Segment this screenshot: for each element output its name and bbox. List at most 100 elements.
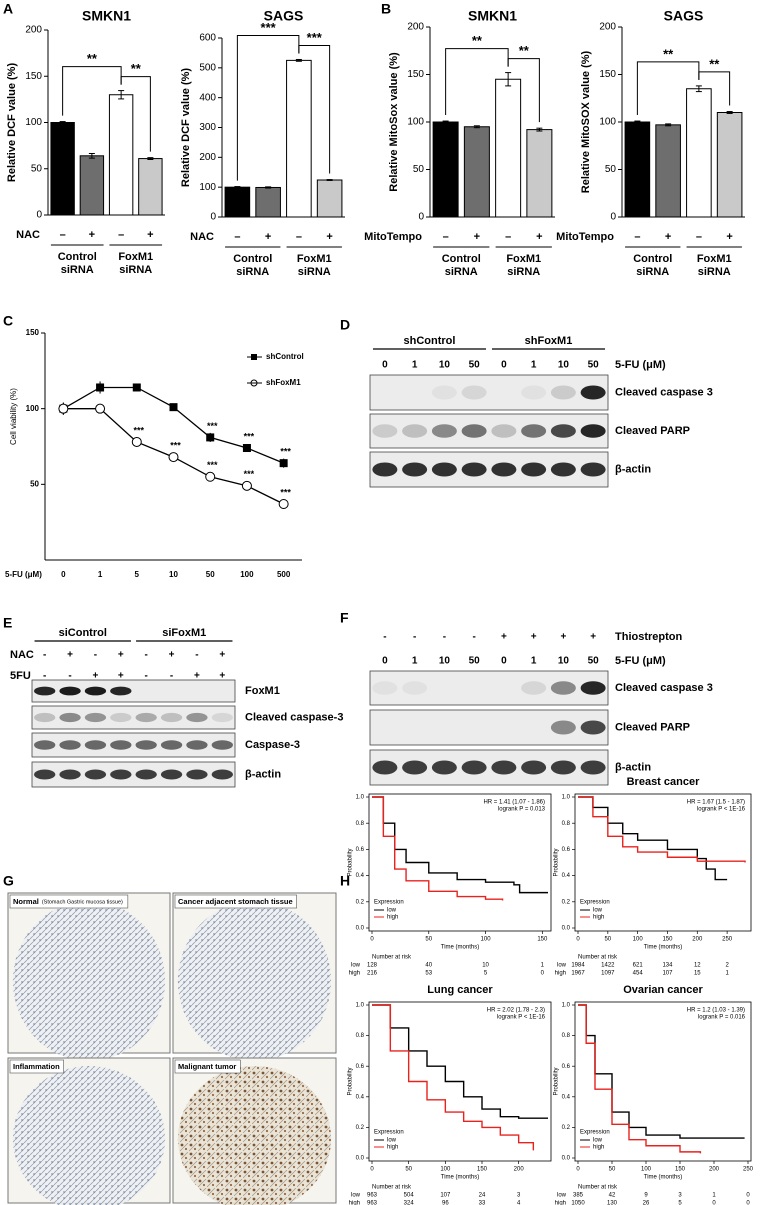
risk-number: 385 xyxy=(573,1193,584,1199)
blot-band xyxy=(550,681,576,695)
blot-band xyxy=(110,712,132,723)
legend-title: Expression xyxy=(580,1130,610,1136)
group-label: FoxM1 xyxy=(697,253,732,265)
chart-title: SAGS xyxy=(264,8,304,24)
risk-number: 2 xyxy=(725,963,729,969)
y-tick-label: 200 xyxy=(599,22,616,33)
band-label: Cleaved caspase 3 xyxy=(615,682,713,694)
x-tick-label: 100 xyxy=(440,1167,451,1173)
band-label: β-actin xyxy=(245,768,281,780)
condition-value: 0 xyxy=(382,360,388,371)
condition-value: 0 xyxy=(501,360,507,371)
x-tick-label: 100 xyxy=(633,937,644,943)
group-label: siRNA xyxy=(119,264,152,276)
group-label: shFoxM1 xyxy=(525,335,573,347)
blot-band xyxy=(372,760,398,775)
risk-row-label: low xyxy=(351,963,361,969)
risk-number: 0 xyxy=(746,1201,750,1205)
risk-number: 1 xyxy=(712,1193,716,1199)
blot-band xyxy=(491,424,517,438)
condition-label: 5-FU (μM) xyxy=(615,359,666,371)
significance-bracket xyxy=(120,76,151,152)
condition-value: + xyxy=(118,671,124,682)
blot-band xyxy=(431,424,457,438)
y-axis-label: Probability xyxy=(554,1067,560,1095)
condition-value: 10 xyxy=(439,656,451,667)
tissue-label-box xyxy=(174,1059,241,1074)
group-label: siRNA xyxy=(445,266,478,278)
condition-value: + xyxy=(93,671,99,682)
significance-label: *** xyxy=(307,30,323,45)
point xyxy=(279,459,288,468)
risk-title: Number at risk xyxy=(578,955,618,961)
blot-band xyxy=(59,712,81,723)
blot-band xyxy=(431,760,457,775)
legend-label: low xyxy=(387,1138,397,1144)
x-tick-label: – xyxy=(443,231,449,243)
legend-label: high xyxy=(593,1145,604,1151)
group-label: shControl xyxy=(404,335,456,347)
chart-title: Ovarian cancer xyxy=(623,984,703,996)
blot-band xyxy=(580,760,606,775)
condition-value: 0 xyxy=(501,656,507,667)
bar xyxy=(255,186,281,218)
logrank-text: logrank P = 0.016 xyxy=(698,1015,746,1021)
y-tick-label: 0.8 xyxy=(356,821,365,827)
panel-label: H xyxy=(340,873,350,889)
tissue-label: Normal xyxy=(13,897,39,906)
y-tick-label: 0.0 xyxy=(562,926,571,932)
y-tick-label: 0.2 xyxy=(562,899,571,905)
condition-value: + xyxy=(194,671,200,682)
y-tick-label: 300 xyxy=(199,122,216,133)
tissue-label-box xyxy=(174,894,297,909)
x-tick-label: 200 xyxy=(692,937,703,943)
y-axis-label: Relative DCF value (%) xyxy=(6,63,18,183)
x-tick-label: 100 xyxy=(481,937,492,943)
x-tick-label: 100 xyxy=(240,570,254,579)
tissue-label-box xyxy=(9,894,129,909)
blot-band xyxy=(461,424,487,438)
x-tick-label: 5 xyxy=(135,570,140,579)
blot-band xyxy=(110,740,132,750)
blot-band xyxy=(34,740,56,750)
condition-value: 1 xyxy=(531,656,537,667)
x-tick-label: + xyxy=(536,231,542,243)
blot-band xyxy=(580,385,606,400)
bar xyxy=(286,59,312,218)
blot-band xyxy=(84,712,107,723)
chart-title: Breast cancer xyxy=(627,776,700,788)
blot-band xyxy=(550,462,576,477)
blot-band xyxy=(402,424,428,438)
bar xyxy=(716,112,743,218)
group-label: FoxM1 xyxy=(506,253,541,265)
significance-label: *** xyxy=(280,447,291,457)
group-label: Control xyxy=(633,253,672,265)
point xyxy=(206,433,215,442)
y-tick-label: 0.4 xyxy=(356,1094,365,1100)
point xyxy=(96,383,105,392)
blot-band xyxy=(160,769,183,780)
plot-frame xyxy=(368,1001,552,1162)
condition-value: 1 xyxy=(412,656,418,667)
blot-band xyxy=(59,740,81,750)
treatment-label: NAC xyxy=(16,229,40,241)
condition-value: + xyxy=(118,650,124,661)
legend-label: high xyxy=(387,1145,398,1151)
y-tick-label: 100 xyxy=(26,404,40,413)
error-bar xyxy=(59,121,66,124)
x-tick-label: 150 xyxy=(662,937,673,943)
logrank-text: logrank P < 1E-16 xyxy=(497,1015,546,1021)
x-tick-label: – xyxy=(60,229,66,241)
error-bar xyxy=(234,186,241,189)
y-tick-label: 100 xyxy=(407,117,424,128)
risk-number: 0 xyxy=(746,1193,750,1199)
risk-number: 1097 xyxy=(601,971,615,977)
x-tick-label: – xyxy=(634,231,640,243)
risk-row-label: high xyxy=(555,1201,566,1205)
band-label: β-actin xyxy=(615,463,651,475)
risk-number: 216 xyxy=(367,971,378,977)
x-tick-label: + xyxy=(326,231,332,243)
y-tick-label: 0.0 xyxy=(356,1156,365,1162)
risk-row-label: high xyxy=(349,971,360,977)
legend-title: Expression xyxy=(374,900,404,906)
